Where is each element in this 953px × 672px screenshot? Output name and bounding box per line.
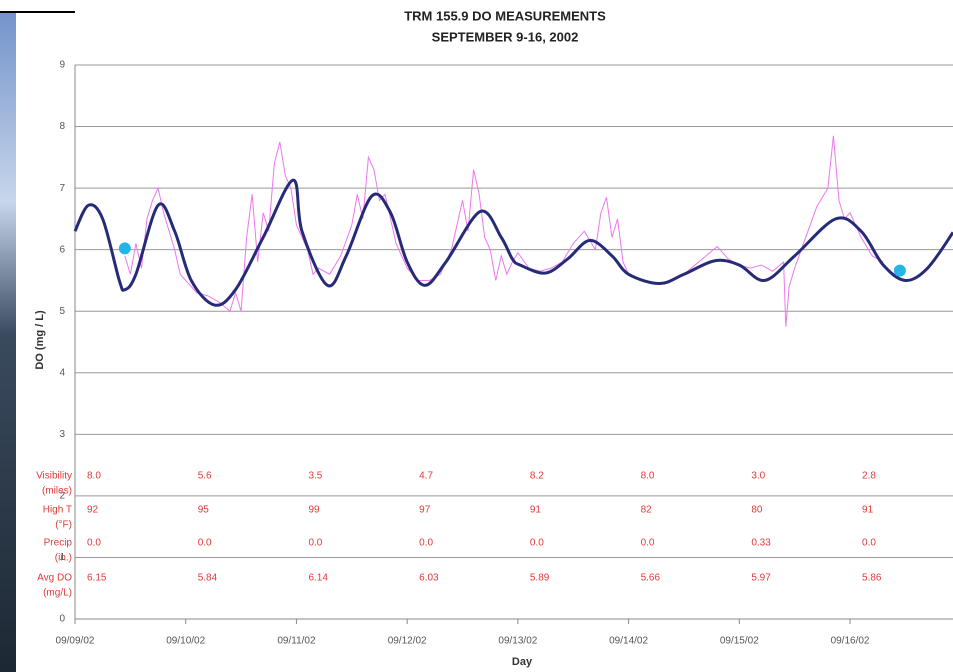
x-tick-label: 09/12/02 [388, 636, 427, 647]
table-cell: 4.7 [419, 471, 433, 482]
y-tick-label: 1 [59, 552, 65, 563]
x-tick-label: 09/11/02 [277, 636, 316, 647]
x-axis-label: Day [512, 656, 533, 668]
y-axis-label: DO (mg / L) [34, 310, 46, 370]
table-cell: 0.33 [751, 538, 771, 549]
table-cell: 0.0 [530, 538, 544, 549]
table-cell: 0.0 [308, 538, 322, 549]
row-label: Precip [44, 538, 73, 549]
table-cell: 5.6 [198, 471, 212, 482]
y-tick-label: 4 [59, 367, 65, 378]
table-cell: 0.0 [198, 538, 212, 549]
y-tick-label: 9 [59, 60, 65, 71]
y-tick-label: 5 [59, 306, 65, 317]
row-label: (mg/L) [43, 588, 72, 599]
x-tick-label: 09/15/02 [720, 636, 759, 647]
table-cell: 6.14 [308, 573, 328, 584]
table-cell: 82 [641, 505, 653, 516]
table-cell: 91 [862, 505, 874, 516]
x-tick-label: 09/13/02 [498, 636, 537, 647]
series-curve [73, 178, 953, 307]
x-tick-label: 09/16/02 [831, 636, 870, 647]
row-label: Visibility [36, 471, 72, 482]
series-line [124, 135, 884, 327]
table-cell: 8.0 [641, 471, 655, 482]
chart-title: TRM 155.9 DO MEASUREMENTS [404, 8, 606, 23]
chart-subtitle: SEPTEMBER 9-16, 2002 [432, 29, 579, 44]
row-label: (°F) [55, 520, 72, 531]
table-cell: 5.66 [641, 573, 661, 584]
y-tick-label: 2 [59, 491, 65, 502]
table-cell: 0.0 [862, 538, 876, 549]
table-cell: 0.0 [641, 538, 655, 549]
table-cell: 5.97 [751, 573, 771, 584]
table-cell: 5.89 [530, 573, 550, 584]
x-tick-label: 09/09/02 [56, 636, 95, 647]
marker [893, 264, 906, 277]
table-cell: 91 [530, 505, 542, 516]
y-tick-label: 8 [59, 121, 65, 132]
marker [118, 242, 131, 255]
table-cell: 3.5 [308, 471, 322, 482]
table-cell: 6.15 [87, 573, 107, 584]
table-cell: 0.0 [419, 538, 433, 549]
table-cell: 80 [751, 505, 763, 516]
row-label: High T [43, 505, 72, 516]
y-tick-label: 6 [59, 244, 65, 255]
row-label: Avg DO [37, 573, 72, 584]
table-cell: 97 [419, 505, 431, 516]
table-cell: 8.0 [87, 471, 101, 482]
table-cell: 5.86 [862, 573, 882, 584]
x-tick-label: 09/10/02 [166, 636, 205, 647]
table-cell: 99 [308, 505, 320, 516]
table-cell: 0.0 [87, 538, 101, 549]
row-label: (in.) [55, 553, 72, 564]
y-tick-label: 0 [59, 614, 65, 625]
table-cell: 5.84 [198, 573, 218, 584]
row-label: (miles) [42, 486, 72, 497]
photo-strip [0, 0, 16, 672]
x-tick-label: 09/14/02 [609, 636, 648, 647]
table-cell: 92 [87, 505, 99, 516]
table-cell: 6.03 [419, 573, 439, 584]
y-tick-label: 7 [59, 183, 65, 194]
y-tick-label: 3 [59, 429, 65, 440]
table-cell: 3.0 [751, 471, 765, 482]
corner-box [0, 0, 75, 12]
table-cell: 8.2 [530, 471, 544, 482]
table-cell: 2.8 [862, 471, 876, 482]
table-cell: 95 [198, 505, 210, 516]
